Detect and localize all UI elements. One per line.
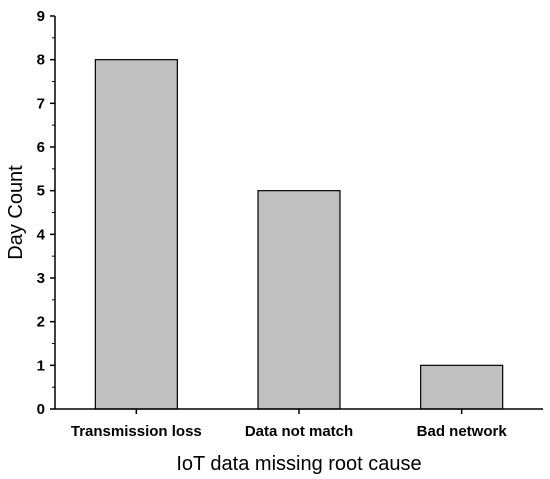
x-ticks: Transmission loss Data not match Bad netwo… <box>71 409 507 440</box>
y-tick-label: 3 <box>37 270 45 287</box>
x-tick-label: Data not match <box>245 423 353 440</box>
y-tick-label: 4 <box>37 226 46 243</box>
bars-layer <box>94 59 504 410</box>
bar-data-not-match <box>257 190 341 410</box>
y-tick-label: 1 <box>37 357 45 374</box>
x-tick-label: Transmission loss <box>71 423 202 440</box>
y-tick-label: 2 <box>37 314 45 331</box>
y-tick-label: 7 <box>37 95 45 112</box>
x-axis-title: IoT data missing root cause <box>176 453 421 475</box>
y-tick-label: 6 <box>37 139 45 156</box>
y-tick-label: 9 <box>37 8 45 25</box>
y-tick-label: 8 <box>37 52 45 69</box>
y-axis-title: Day Count <box>5 165 27 260</box>
bar-transmission-loss <box>94 59 178 410</box>
y-ticks: 0 1 2 3 4 5 6 7 8 9 <box>37 8 55 418</box>
y-tick-label: 5 <box>37 183 45 200</box>
bar-bad-network <box>420 364 504 410</box>
y-tick-label: 0 <box>37 401 45 418</box>
x-tick-label: Bad network <box>417 423 508 440</box>
